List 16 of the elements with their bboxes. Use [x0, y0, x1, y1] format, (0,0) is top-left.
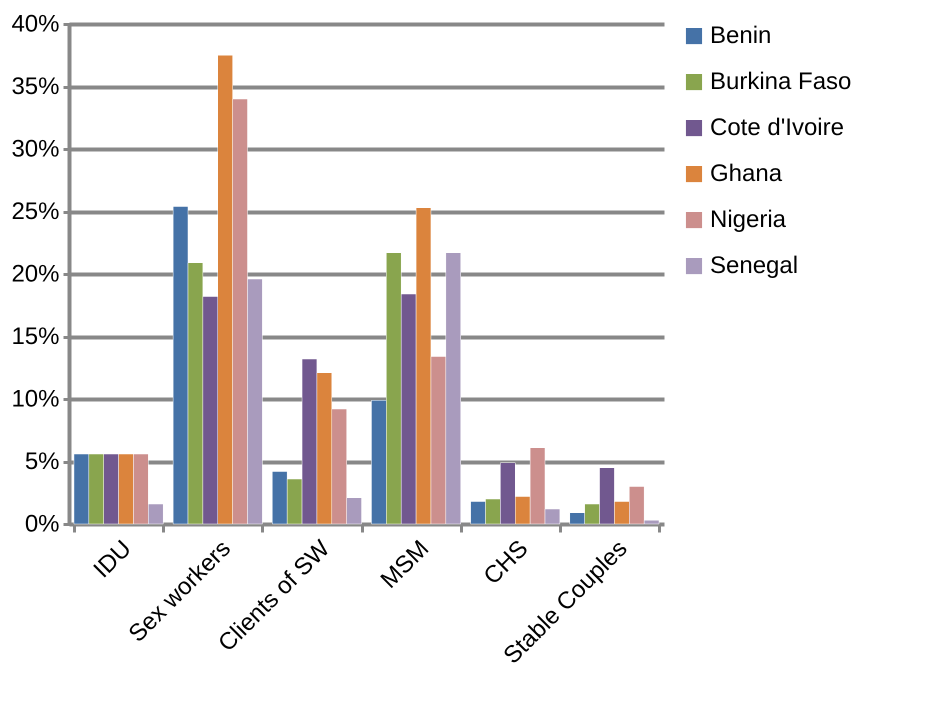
y-tick-label: 40% — [11, 10, 60, 38]
y-tick-label: 5% — [24, 448, 60, 475]
legend-label: Senegal — [710, 252, 798, 279]
legend-label: Cote d'Ivoire — [710, 114, 844, 141]
legend-label: Ghana — [710, 160, 783, 187]
y-tick-label: 35% — [11, 73, 60, 100]
y-tick-label: 10% — [11, 386, 60, 412]
x-tick-label: IDU — [88, 535, 137, 584]
legend-label: Benin — [710, 22, 772, 49]
legend-label: Burkina Faso — [710, 68, 852, 95]
y-tick-label: 20% — [11, 260, 60, 288]
y-tick-label: 0% — [24, 510, 60, 538]
y-tick-label: 25% — [11, 198, 60, 225]
y-tick-label: 30% — [11, 136, 60, 162]
y-tick-label: 15% — [11, 323, 60, 350]
legend-label: Nigeria — [710, 206, 787, 233]
